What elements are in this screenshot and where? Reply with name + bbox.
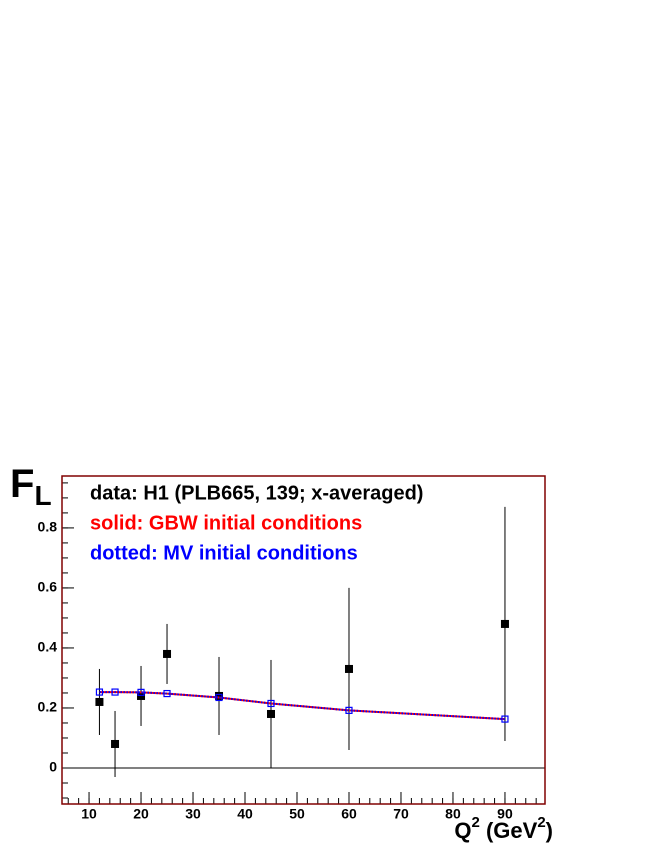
x-label-part: Q xyxy=(454,818,471,843)
plot-frame xyxy=(61,475,546,805)
data-point xyxy=(137,691,146,700)
curve-point xyxy=(345,706,353,714)
x-tick-label: 70 xyxy=(393,806,409,822)
curve-point xyxy=(501,715,509,723)
x-tick-label: 50 xyxy=(289,806,305,822)
y-tick-label: 0 xyxy=(49,759,57,775)
curve xyxy=(99,691,506,721)
annotation: dotted: MV initial conditions xyxy=(90,542,358,564)
x-axis-label: Q2 (GeV2) xyxy=(454,814,553,843)
x-label-part: ) xyxy=(546,818,553,843)
annotation: data: H1 (PLB665, 139; x-averaged) xyxy=(90,482,423,504)
curve-point xyxy=(111,688,119,696)
curve-point xyxy=(137,688,145,696)
x-tick-label: 40 xyxy=(237,806,253,822)
x-tick-label: 30 xyxy=(185,806,201,822)
x-label-part: (GeV xyxy=(480,818,538,843)
curve-point xyxy=(267,699,275,708)
annotation: solid: GBW initial conditions xyxy=(90,512,362,534)
data-point xyxy=(215,691,224,700)
x-tick-label: 90 xyxy=(497,806,513,822)
data-point xyxy=(111,739,120,748)
x-label-part: 2 xyxy=(472,814,480,831)
x-tick-label: 20 xyxy=(133,806,149,822)
data-point xyxy=(95,697,104,706)
x-label-part: 2 xyxy=(537,814,545,831)
data-point xyxy=(163,649,172,658)
x-tick-label: 10 xyxy=(81,806,97,822)
curve-point xyxy=(95,688,104,696)
curve-point xyxy=(163,689,171,698)
data-point xyxy=(267,709,276,718)
y-tick-label: 0.4 xyxy=(38,639,58,655)
x-tick-label: 60 xyxy=(341,806,357,822)
y-tick-label: 0.2 xyxy=(38,699,58,715)
data-point xyxy=(344,664,353,673)
y-tick-label: 0.8 xyxy=(38,519,58,535)
y-tick-label: 0.6 xyxy=(38,579,58,595)
data-point xyxy=(500,619,509,628)
curve-point xyxy=(215,693,223,702)
y-label-sub: L xyxy=(34,480,51,511)
y-label-main: F xyxy=(10,462,34,506)
x-tick-label: 80 xyxy=(445,806,461,822)
y-axis-label: FL xyxy=(10,462,52,512)
